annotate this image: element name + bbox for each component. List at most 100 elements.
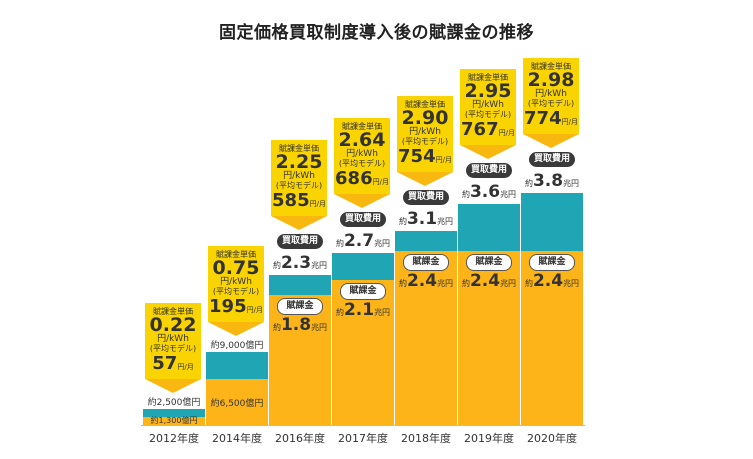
bar-levy (395, 251, 457, 425)
levy-amount-num: 2.1 (343, 300, 375, 320)
purchase-cost-pill: 買取費用 (466, 163, 512, 178)
levy-pill: 賦課金 (529, 254, 575, 271)
levy-amount-num: 6,500 (219, 399, 246, 409)
callout-monthly-value: 767 (461, 119, 499, 140)
x-tick-label: 2020年度 (527, 432, 577, 445)
x-tick-label: 2012年度 (149, 432, 199, 445)
total-amount-num: 3.1 (406, 209, 438, 229)
total-amount-pre: 約 (210, 341, 220, 351)
purchase-cost-pill: 買取費用 (277, 234, 323, 249)
bar-levy (458, 251, 520, 425)
total-amount-label: 約2,500億円 (143, 395, 205, 408)
callout-monthly-unit: 円/月 (498, 129, 515, 137)
total-amount-num: 3.8 (532, 171, 564, 191)
total-amount-pre: 約 (524, 179, 533, 188)
levy-amount-pre: 約 (524, 279, 533, 288)
callout-unit: 円/kWh (283, 171, 315, 181)
levy-pill: 賦課金 (340, 283, 386, 300)
callout-unit: 円/kWh (409, 127, 441, 137)
callout-rate: 2.64 (338, 129, 386, 151)
levy-rate-callout: 賦課金単価 0.75 円/kWh (平均モデル) 195円/月 (208, 246, 264, 336)
levy-amount-suf: 億円 (181, 416, 198, 425)
callout-rate: 2.25 (275, 151, 323, 173)
callout-arrow (271, 216, 327, 230)
total-amount-suf: 兆円 (500, 190, 517, 199)
callout-model: (平均モデル) (149, 344, 197, 353)
levy-amount-label: 約6,500億円 (206, 396, 268, 409)
total-amount-num: 2.3 (280, 253, 312, 273)
levy-amount-pre: 約 (398, 279, 407, 288)
callout-label: 賦課金単価 (153, 307, 193, 316)
x-tick-label: 2014年度 (212, 432, 262, 445)
total-amount-label: 約3.6兆円 (458, 182, 520, 202)
callout-label: 賦課金単価 (531, 62, 571, 71)
bar-levy (143, 417, 205, 425)
levy-pill: 賦課金 (466, 254, 512, 271)
levy-amount-num: 1,300 (158, 416, 182, 425)
levy-amount-label: 約1,300億円 (143, 415, 205, 426)
levy-amount-suf: 兆円 (311, 323, 328, 332)
callout-model: (平均モデル) (275, 181, 323, 190)
total-amount-pre: 約 (272, 261, 281, 270)
chart-title: 固定価格買取制度導入後の賦課金の推移 (219, 23, 534, 43)
callout-monthly-value: 585 (272, 190, 310, 211)
bar-levy (521, 251, 583, 425)
levy-amount-label: 約2.4兆円 (458, 271, 520, 291)
callout-monthly-value: 686 (335, 168, 373, 189)
callout-rate: 2.95 (464, 80, 512, 102)
levy-amount-pre: 約 (150, 416, 159, 425)
callout-label: 賦課金単価 (468, 73, 508, 82)
levy-amount-suf: 兆円 (374, 308, 391, 317)
callout-monthly: 195円/月 (208, 297, 264, 322)
callout-model: (平均モデル) (527, 99, 575, 108)
bar-purchase-cost (521, 193, 583, 251)
total-amount-pre: 約 (335, 239, 344, 248)
levy-amount-pre: 約 (461, 279, 470, 288)
callout-label: 賦課金単価 (342, 122, 382, 131)
levy-amount-label: 約2.1兆円 (332, 300, 394, 320)
callout-monthly: 774円/月 (523, 109, 579, 134)
levy-amount-pre: 約 (210, 399, 220, 409)
x-tick-label: 2019年度 (464, 432, 514, 445)
callout-unit: 円/kWh (157, 334, 189, 344)
callout-rate: 0.75 (212, 257, 260, 279)
levy-amount-suf: 兆円 (437, 279, 454, 288)
levy-amount-num: 2.4 (406, 271, 438, 291)
bar-purchase-cost (206, 352, 268, 379)
callout-label: 賦課金単価 (279, 144, 319, 153)
levy-amount-num: 2.4 (532, 271, 564, 291)
callout-label: 賦課金単価 (216, 250, 256, 259)
total-amount-pre: 約 (147, 398, 157, 408)
total-amount-pre: 約 (398, 217, 407, 226)
levy-amount-pre: 約 (272, 323, 281, 332)
callout-monthly: 686円/月 (334, 169, 390, 194)
x-tick-label: 2018年度 (401, 432, 451, 445)
total-amount-label: 約3.1兆円 (395, 209, 457, 229)
levy-amount-pre: 約 (335, 308, 344, 317)
bar-purchase-cost (269, 275, 331, 295)
callout-monthly-unit: 円/月 (177, 363, 194, 371)
bar-levy (206, 379, 268, 425)
levy-amount-suf: 億円 (245, 399, 264, 409)
levy-pill: 賦課金 (403, 254, 449, 271)
callout-monthly-unit: 円/月 (309, 200, 326, 208)
bar-purchase-cost (143, 409, 205, 417)
callout-monthly-value: 57 (152, 353, 178, 374)
purchase-cost-pill: 買取費用 (403, 190, 449, 205)
callout-model: (平均モデル) (401, 137, 449, 146)
callout-unit: 円/kWh (472, 100, 504, 110)
bar-purchase-cost (332, 253, 394, 280)
levy-rate-callout: 賦課金単価 2.98 円/kWh (平均モデル) 774円/月 (523, 58, 579, 148)
callout-monthly-unit: 円/月 (435, 156, 452, 164)
callout-unit: 円/kWh (346, 149, 378, 159)
bar-purchase-cost (395, 231, 457, 251)
callout-arrow (460, 145, 516, 159)
x-tick-label: 2017年度 (338, 432, 388, 445)
callout-monthly-value: 195 (209, 296, 247, 317)
levy-pill: 賦課金 (277, 298, 323, 315)
levy-rate-callout: 賦課金単価 2.90 円/kWh (平均モデル) 754円/月 (397, 96, 453, 186)
callout-monthly-value: 774 (524, 108, 562, 129)
bar-purchase-cost (458, 204, 520, 251)
callout-monthly-value: 754 (398, 146, 436, 167)
levy-amount-suf: 兆円 (500, 279, 517, 288)
